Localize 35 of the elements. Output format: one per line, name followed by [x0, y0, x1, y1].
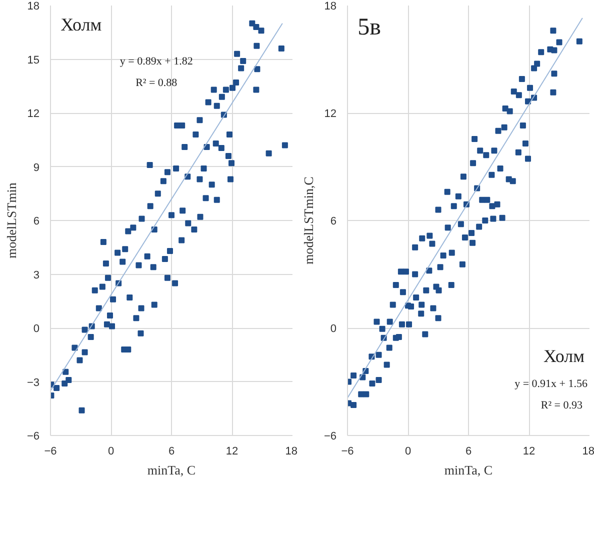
annotation: Холм: [543, 346, 584, 366]
x-tick-label: 18: [285, 446, 298, 458]
y-tick-label: 6: [33, 216, 40, 228]
annotation: y = 0.91x + 1.56: [514, 378, 588, 390]
annotation: R² = 0.93: [540, 400, 583, 412]
y-tick-label: 3: [33, 269, 40, 282]
y-tick-label: 12: [324, 108, 337, 120]
annotation: 5в: [358, 14, 381, 40]
x-tick-label: 12: [226, 446, 238, 458]
y-tick-label: 18: [324, 0, 337, 12]
y-axis-title: modelLSTmin,C: [300, 176, 316, 264]
x-tick-label: 12: [522, 446, 536, 458]
y-tick-label: −3: [26, 376, 40, 389]
annotation: y = 0.89x + 1.82: [120, 56, 193, 68]
annotation: Холм: [60, 14, 102, 34]
y-tick-label: 0: [330, 323, 337, 335]
x-tick-label: 0: [404, 446, 412, 458]
x-tick-label: 18: [582, 446, 594, 458]
x-tick-label: 6: [465, 446, 472, 458]
x-tick-label: −6: [341, 446, 354, 458]
x-tick-label: 6: [168, 446, 175, 458]
y-tick-label: 12: [27, 108, 40, 120]
x-tick-label: −6: [44, 446, 57, 458]
y-tick-label: 0: [33, 323, 40, 335]
y-tick-label: 18: [27, 0, 40, 12]
x-axis-title: minTa, C: [147, 462, 196, 478]
y-tick-label: −6: [26, 430, 40, 442]
y-tick-label: 9: [33, 162, 40, 174]
x-axis-title: minTa, C: [444, 462, 493, 478]
annotation: R² = 0.88: [136, 77, 178, 90]
y-tick-label: 6: [330, 216, 337, 228]
x-tick-label: 0: [108, 446, 114, 458]
y-axis-title: modelLSTmin: [4, 182, 19, 258]
y-tick-label: 15: [27, 54, 40, 66]
y-tick-label: −6: [324, 430, 337, 442]
